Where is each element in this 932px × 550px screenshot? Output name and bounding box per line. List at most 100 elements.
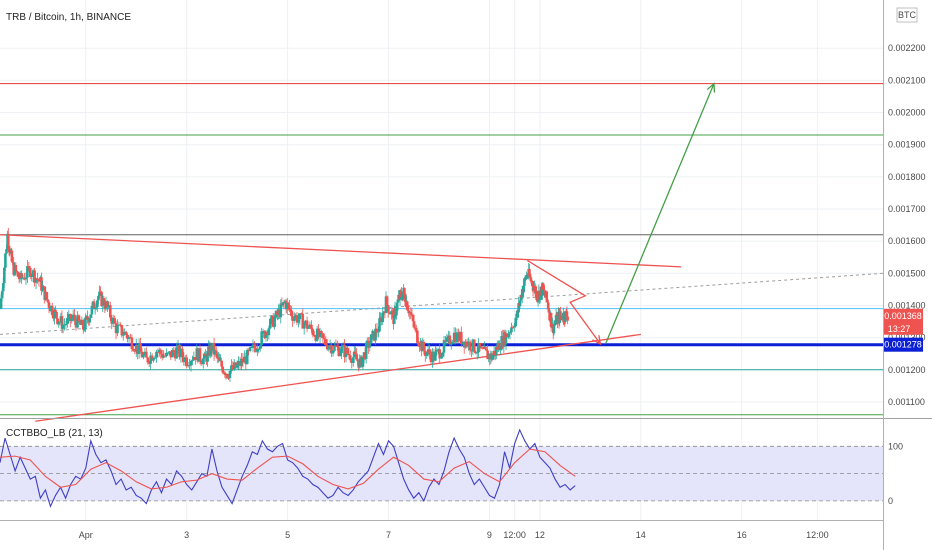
candle-body: [158, 349, 161, 352]
candle-body: [74, 320, 78, 328]
candle-body: [558, 311, 562, 323]
candle-body: [57, 322, 61, 324]
candle-body: [472, 339, 476, 352]
candle-body: [377, 331, 380, 333]
candle-body: [423, 350, 427, 356]
candle-body: [241, 358, 245, 363]
candle-body: [481, 347, 485, 349]
candle-body: [20, 273, 23, 279]
candle-body: [294, 315, 297, 318]
candle-body: [37, 279, 41, 282]
candle-body: [513, 326, 516, 328]
candle-body: [68, 313, 72, 322]
indicator-axis[interactable]: 100 0: [888, 441, 903, 506]
price-axis[interactable]: 0.002200 0.002100 0.002000 0.001900 0.001800…: [888, 43, 926, 407]
time-tick-label: 7: [386, 530, 391, 540]
candle-body: [63, 324, 66, 326]
candle-body: [203, 353, 206, 359]
candle-body: [281, 302, 285, 306]
candle-body: [564, 311, 567, 322]
candle-body: [465, 341, 469, 347]
candle-body: [163, 355, 167, 357]
candle-body: [464, 341, 467, 348]
time-tick-label: 14: [636, 530, 646, 540]
candle-body: [34, 278, 38, 283]
time-tick-label: 12:00: [806, 530, 829, 540]
candle-body: [225, 373, 229, 378]
candle-body: [409, 312, 413, 315]
time-axis[interactable]: Apr 3 5 7 9 12:00 12 14 16 12:00: [79, 530, 829, 540]
candle-body: [114, 323, 118, 334]
arrow-head: [592, 335, 602, 346]
last-price-label: 0.001368 13:27: [883, 308, 923, 335]
candle-body: [47, 302, 51, 308]
candle-body: [274, 310, 278, 318]
candle-body: [64, 324, 68, 326]
candle-body: [395, 310, 398, 316]
candle-body: [542, 289, 546, 291]
candle-body: [14, 264, 18, 271]
candle-body: [4, 253, 7, 268]
candle-body: [444, 340, 447, 342]
candle-body: [102, 298, 106, 306]
candle-body: [288, 304, 291, 310]
candle-body: [431, 351, 434, 363]
candle-body: [220, 360, 223, 367]
candle-body: [30, 276, 34, 278]
candle-body: [364, 342, 368, 359]
candle-body: [289, 309, 292, 311]
candle-body: [358, 358, 361, 368]
candle-body: [186, 365, 190, 367]
candle-body: [111, 318, 115, 324]
candle-body: [168, 351, 171, 353]
candle-body: [93, 308, 97, 310]
candle-body: [425, 352, 429, 356]
candle-body: [448, 335, 452, 345]
candle-body: [562, 312, 566, 321]
candles: [0, 227, 569, 382]
candle-body: [16, 272, 20, 277]
candle-body: [67, 313, 71, 318]
candle-body: [77, 315, 81, 322]
candle-body: [263, 331, 266, 339]
candle-body: [120, 325, 124, 336]
price-tick-label: 0.001700: [888, 204, 926, 214]
candle-body: [1, 283, 5, 292]
candle-body: [525, 275, 528, 280]
candle-body: [253, 344, 256, 349]
candle-body: [230, 365, 233, 371]
price-pane[interactable]: [0, 0, 884, 422]
candle-body: [126, 334, 129, 340]
candle-body: [556, 315, 559, 325]
candle-body: [116, 325, 119, 334]
candle-body: [267, 328, 271, 336]
price-tick-label: 0.001100: [888, 397, 925, 407]
candle-body: [3, 267, 6, 284]
candle-body: [507, 333, 510, 338]
indicator-line: [0, 428, 576, 508]
candle-body: [182, 357, 186, 363]
candle-body: [541, 283, 545, 290]
candle-body: [142, 354, 145, 358]
candle-body: [403, 293, 407, 302]
candle-body: [76, 315, 79, 328]
candle-body: [23, 277, 26, 280]
candle-body: [212, 343, 216, 355]
indicator-pane[interactable]: [0, 419, 883, 520]
candle-body: [159, 349, 163, 354]
candle-body: [27, 266, 31, 268]
svg-text:0.001278: 0.001278: [884, 340, 922, 350]
candle-body: [336, 346, 339, 348]
candle-body: [273, 317, 276, 327]
candle-body: [328, 345, 332, 347]
trendline: [35, 333, 641, 422]
candle-body: [552, 325, 556, 334]
candle-body: [228, 370, 232, 378]
candle-body: [179, 348, 183, 358]
candle-body: [374, 328, 377, 341]
candle-body: [240, 358, 243, 366]
candle-body: [21, 277, 25, 279]
candle-body: [308, 324, 312, 328]
candle-body: [298, 313, 302, 320]
candle-body: [165, 352, 168, 357]
